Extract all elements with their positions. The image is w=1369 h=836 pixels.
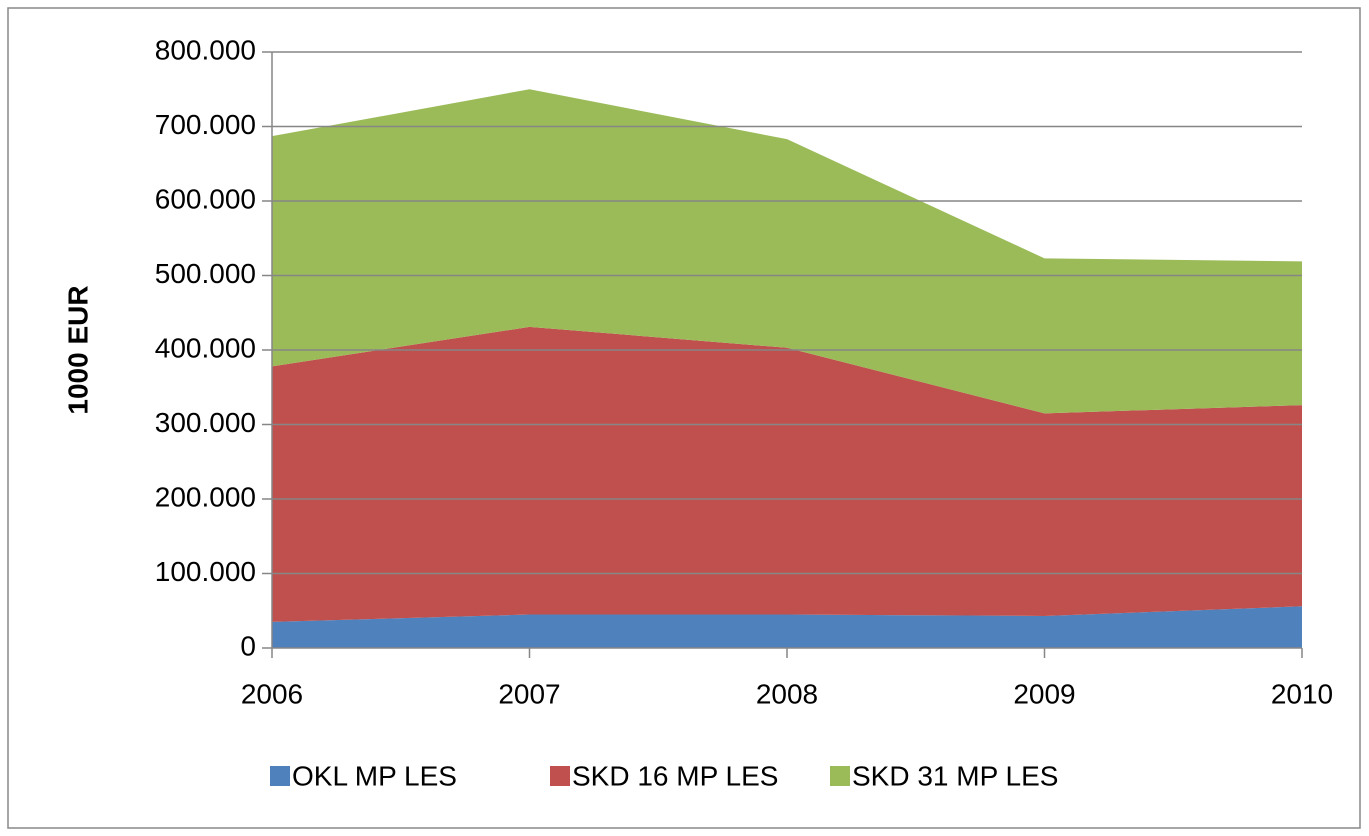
y-axis-label: 1000 EUR <box>62 285 93 414</box>
legend-swatch <box>830 766 850 786</box>
y-tick-label: 400.000 <box>155 332 256 363</box>
legend-label: OKL MP LES <box>292 760 457 791</box>
area <box>272 89 1302 414</box>
y-tick-label: 700.000 <box>155 109 256 140</box>
legend-label: SKD 31 MP LES <box>852 760 1058 791</box>
y-tick-label: 500.000 <box>155 258 256 289</box>
x-tick-label: 2006 <box>241 678 303 709</box>
x-tick-label: 2007 <box>498 678 560 709</box>
y-tick-label: 200.000 <box>155 481 256 512</box>
x-tick-label: 2009 <box>1013 678 1075 709</box>
legend-swatch <box>550 766 570 786</box>
y-tick-label: 800.000 <box>155 34 256 65</box>
legend-label: SKD 16 MP LES <box>572 760 778 791</box>
x-tick-label: 2008 <box>756 678 818 709</box>
area <box>272 606 1302 648</box>
y-tick-label: 300.000 <box>155 407 256 438</box>
x-tick-label: 2010 <box>1271 678 1333 709</box>
area <box>272 326 1302 622</box>
y-tick-label: 600.000 <box>155 183 256 214</box>
legend-swatch <box>270 766 290 786</box>
y-tick-label: 0 <box>240 630 256 661</box>
y-tick-label: 100.000 <box>155 556 256 587</box>
